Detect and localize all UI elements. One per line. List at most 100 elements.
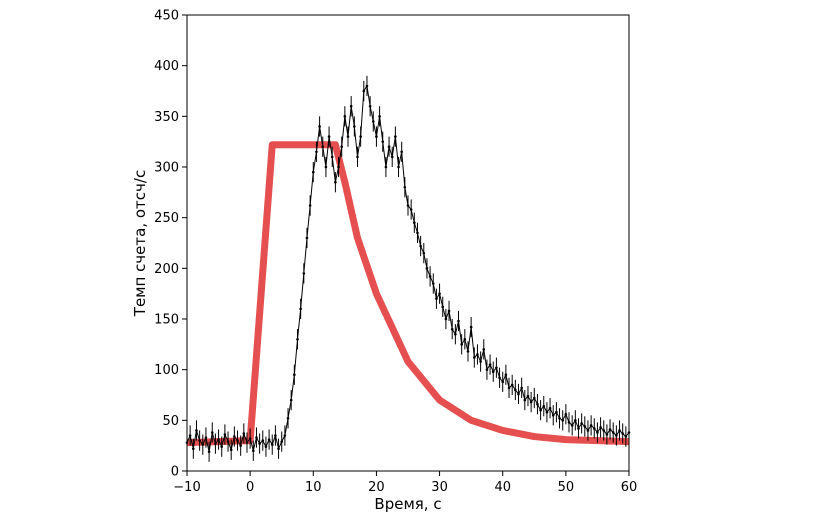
y-tick-label: 450 [154, 9, 179, 24]
data-point [498, 367, 501, 388]
data-point [542, 396, 546, 417]
data-point [252, 440, 255, 461]
data-point [596, 422, 599, 443]
data-point [586, 420, 590, 441]
data-point [207, 441, 211, 462]
data-point [201, 434, 205, 455]
data-point [501, 371, 505, 392]
data-point [438, 283, 441, 304]
data-point [561, 410, 564, 431]
data-point [400, 141, 403, 162]
data-point [441, 296, 445, 317]
data-point [378, 106, 381, 127]
data-point [346, 126, 350, 147]
data-point [482, 339, 486, 360]
data-point [343, 106, 347, 127]
model-line [186, 141, 630, 447]
y-tick-label: 350 [154, 110, 179, 125]
data-point [229, 439, 233, 460]
data-point [602, 420, 606, 441]
data-point [564, 404, 568, 425]
data-point [397, 156, 400, 178]
data-point [416, 222, 419, 243]
data-point [479, 351, 482, 372]
data-point [495, 357, 498, 378]
data-point [308, 195, 312, 216]
x-axis: −10 0 10 20 30 40 50 60 [173, 471, 637, 495]
data-point [337, 156, 340, 178]
y-tick-label: 100 [154, 363, 179, 378]
data-point [577, 418, 580, 439]
data-point [299, 298, 302, 319]
data-point [368, 96, 372, 117]
data-point [618, 420, 621, 441]
data-point [570, 415, 574, 436]
data-point [504, 364, 508, 385]
data-point [226, 431, 230, 452]
data-point [321, 136, 325, 157]
data-point [413, 212, 416, 233]
data-point [349, 96, 353, 117]
data-point [384, 156, 388, 178]
data-point [532, 387, 536, 409]
data-point [447, 300, 451, 322]
data-point [261, 430, 265, 451]
data-point [327, 126, 331, 147]
data-point [236, 430, 239, 451]
data-point [356, 146, 359, 167]
data-point [315, 141, 318, 162]
y-tick-label: 50 [162, 414, 179, 429]
data-point [520, 377, 523, 399]
data-point [324, 156, 328, 178]
data-point [555, 402, 558, 423]
data-point [390, 146, 394, 167]
y-tick-label: 150 [154, 313, 179, 328]
data-point [425, 258, 429, 279]
data-point [365, 75, 369, 97]
plot-frame [186, 14, 630, 472]
data-point [435, 288, 438, 309]
data-point [381, 131, 385, 152]
data-point [387, 136, 391, 157]
data-point [583, 416, 587, 437]
x-tick-label: 20 [368, 480, 385, 495]
data-point [460, 334, 463, 355]
x-axis-label: Время, с [374, 495, 441, 513]
data-point [255, 427, 258, 448]
data-point [615, 425, 618, 446]
data-point [318, 116, 321, 137]
data-point [277, 438, 280, 459]
data-point [289, 389, 293, 411]
data-point [422, 243, 426, 264]
data-point [611, 422, 615, 443]
y-tick-label: 200 [154, 262, 179, 277]
data-point [450, 319, 454, 340]
data-point [529, 391, 533, 413]
data-point [454, 324, 457, 345]
data-point [469, 316, 473, 338]
data-point [286, 408, 290, 429]
data-point [536, 393, 539, 415]
data-point [214, 433, 217, 454]
data-point [280, 431, 284, 452]
data-point [491, 361, 495, 382]
x-tick-label: −10 [173, 480, 200, 495]
data-point [340, 136, 344, 157]
x-tick-label: 30 [431, 480, 448, 495]
data-point [488, 354, 492, 375]
data-point [233, 426, 236, 447]
data-point [473, 347, 476, 368]
data-point [270, 434, 274, 455]
x-tick-label: 60 [621, 480, 638, 495]
data-point [551, 405, 555, 426]
data-point [567, 412, 571, 433]
data-point [302, 263, 306, 284]
data-point [403, 177, 407, 198]
y-axis-label: Темп счета, отсч/с [131, 170, 149, 317]
x-tick-label: 40 [494, 480, 511, 495]
data-point [463, 329, 467, 350]
y-tick-label: 300 [154, 161, 179, 176]
x-tick-label: 50 [558, 480, 575, 495]
data-point [245, 432, 249, 453]
